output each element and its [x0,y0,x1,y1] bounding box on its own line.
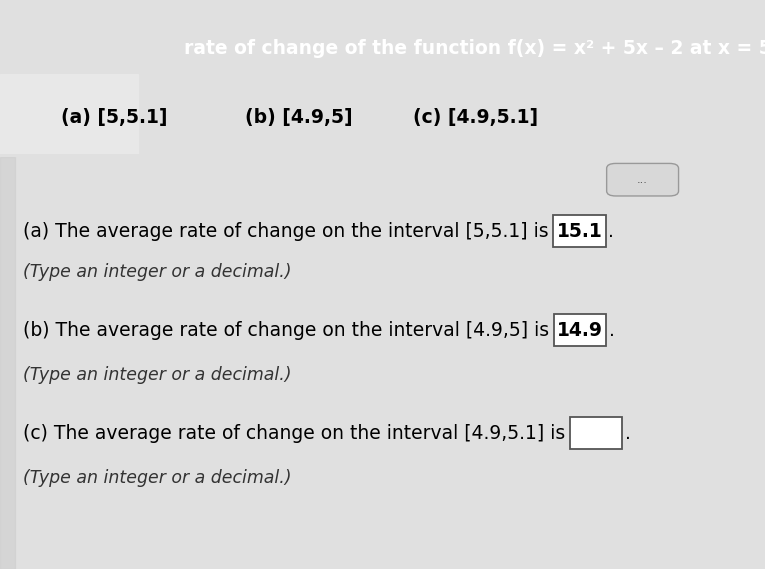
Text: .: . [609,320,614,340]
Text: (Type an integer or a decimal.): (Type an integer or a decimal.) [23,366,291,385]
Text: (a) [5,5.1]: (a) [5,5.1] [61,108,168,127]
Text: (a) The average rate of change on the interval [5,5.1] is: (a) The average rate of change on the in… [23,222,555,241]
Text: ...: ... [637,175,648,185]
Text: .: . [625,423,630,443]
Text: rate of change of the function f(x) = x² + 5x – 2 at x = 5 u: rate of change of the function f(x) = x²… [184,39,765,58]
FancyBboxPatch shape [570,417,623,450]
FancyBboxPatch shape [554,314,607,347]
Text: (b) The average rate of change on the interval [4.9,5] is: (b) The average rate of change on the in… [23,320,555,340]
Text: (Type an integer or a decimal.): (Type an integer or a decimal.) [23,263,291,282]
FancyBboxPatch shape [607,163,679,196]
Text: (Type an integer or a decimal.): (Type an integer or a decimal.) [23,469,291,488]
Text: .: . [608,222,614,241]
Text: (c) The average rate of change on the interval [4.9,5.1] is: (c) The average rate of change on the in… [23,423,571,443]
Text: 14.9: 14.9 [557,320,603,340]
Bar [0,157,15,569]
Text: (c) [4.9,5.1]: (c) [4.9,5.1] [413,108,539,127]
Text: (b) [4.9,5]: (b) [4.9,5] [245,108,353,127]
Bar [0,74,138,154]
Text: 15.1: 15.1 [557,222,602,241]
FancyBboxPatch shape [553,215,606,248]
